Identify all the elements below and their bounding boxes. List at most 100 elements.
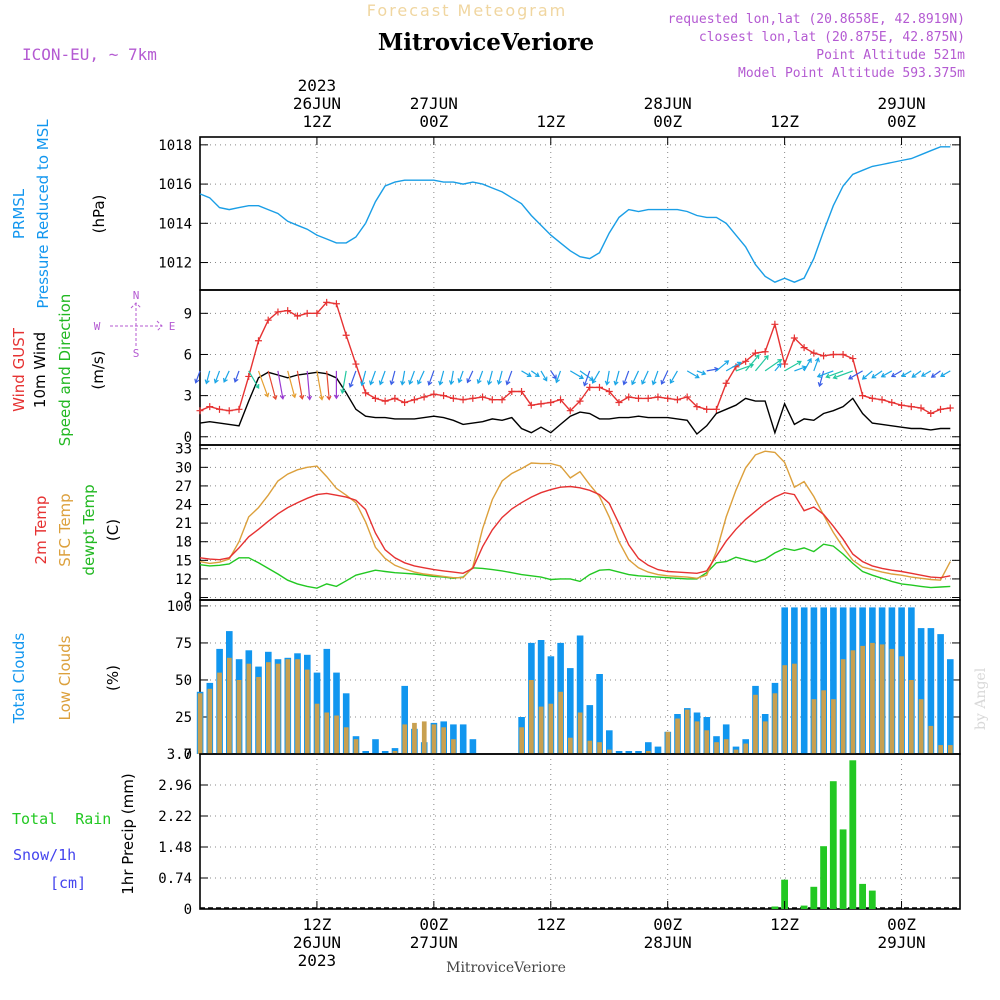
- rain-bar: [868, 890, 876, 909]
- panel-frame: [199, 753, 961, 910]
- total-cloud-bar: [586, 705, 594, 754]
- low-cloud-bar: [412, 722, 417, 754]
- wind-arrow: [920, 370, 932, 377]
- wind-arrow: [696, 370, 707, 376]
- gust-point: [225, 407, 233, 415]
- gust-point: [927, 409, 935, 417]
- temperature-ylabel-3: dewpt Temp: [80, 484, 98, 575]
- low-cloud-bar: [860, 645, 865, 754]
- time-label-bottom: 27JUN: [410, 933, 458, 952]
- total-cloud-bar: [625, 751, 633, 754]
- gust-point: [206, 403, 214, 411]
- ytick-label: 3.7: [167, 747, 192, 763]
- wind-arrow: [427, 370, 435, 386]
- wind-ylabel-2: 10m Wind: [31, 332, 49, 408]
- gust-point: [342, 331, 350, 339]
- gust-point: [537, 400, 545, 408]
- gust-point: [712, 405, 720, 413]
- compass-s: S: [133, 347, 140, 360]
- low-cloud-bar: [324, 712, 330, 754]
- gust-point: [917, 404, 925, 412]
- gust-point: [868, 394, 876, 402]
- time-label-top: 2023: [298, 76, 337, 95]
- time-label-bottom: 26JUN: [293, 933, 341, 952]
- wind-arrow: [438, 370, 445, 386]
- gust-point: [391, 394, 399, 402]
- wind-arrow: [340, 370, 347, 395]
- gust-point: [381, 397, 389, 405]
- ytick-label: 25: [175, 710, 192, 726]
- wind-arrow: [880, 370, 893, 378]
- ytick-label: 1016: [158, 177, 192, 193]
- dewpoint-line: [199, 543, 951, 589]
- wind-ylabel-3: Speed and Direction: [56, 294, 74, 447]
- wind-arrow: [466, 370, 474, 384]
- low-cloud-bar: [421, 721, 427, 754]
- rain-bar: [810, 886, 818, 909]
- low-cloud-bar: [665, 731, 671, 754]
- wind-ylabel-1: Wind GUST: [10, 327, 28, 412]
- low-cloud-bar: [879, 644, 885, 754]
- time-label-bottom: 00Z: [653, 915, 682, 934]
- low-cloud-bar: [684, 709, 690, 754]
- wind-arrow: [369, 370, 376, 386]
- low-cloud-bar: [538, 706, 544, 754]
- precip-ylabel: Total Rain Snow/1h [cm] 1hr Precip (mm): [12, 773, 137, 894]
- footer-location: MitroviceVeriore: [446, 960, 566, 976]
- wind-panel: 0 3 6 9: [184, 289, 961, 446]
- gust-point: [576, 397, 584, 405]
- wind-arrow: [591, 370, 601, 384]
- wind-arrow: [267, 370, 278, 401]
- low-cloud-bar: [840, 659, 846, 754]
- gust-point: [274, 308, 282, 316]
- low-cloud-bar: [587, 740, 593, 754]
- pressure-ylabel: PRMSL Pressure Reduced to MSL (hPa): [10, 119, 108, 309]
- wind-arrow: [194, 370, 201, 384]
- super-title: Forecast Meteogram: [367, 1, 567, 20]
- wind-arrow: [389, 370, 396, 386]
- low-cloud-bar: [256, 677, 261, 754]
- wind-arrow: [306, 370, 313, 401]
- total-cloud-bar: [596, 674, 603, 754]
- low-cloud-bar: [568, 737, 573, 754]
- low-cloud-bar: [850, 650, 856, 754]
- rain-bar: [771, 906, 779, 909]
- wind-arrow: [257, 370, 270, 398]
- wind-arrow: [631, 370, 640, 386]
- total-cloud-bar: [381, 751, 389, 754]
- wind-arrow: [754, 354, 769, 372]
- gust-point: [849, 355, 857, 363]
- gust-point: [829, 350, 837, 358]
- total-cloud-bar: [401, 685, 408, 754]
- low-cloud-bar: [772, 693, 778, 754]
- total-cloud-bar: [459, 724, 467, 754]
- wind-arrow: [223, 370, 230, 383]
- wind-arrow: [871, 370, 883, 379]
- low-cloud-bar: [577, 712, 583, 754]
- total-cloud-bar: [576, 635, 584, 754]
- gust-point: [352, 360, 360, 368]
- wind-arrow: [848, 370, 863, 380]
- clouds-panel: 0 25 50 75 100: [167, 599, 961, 763]
- low-cloud-bar: [753, 694, 758, 754]
- wind-arrow: [550, 370, 557, 380]
- wind-arrow: [416, 370, 425, 385]
- gust-point: [371, 394, 379, 402]
- low-cloud-bar: [402, 724, 408, 754]
- precip-ylabel-cm: [cm]: [50, 874, 86, 892]
- gust-point: [888, 398, 896, 406]
- rain-bar: [839, 829, 847, 909]
- low-cloud-bar: [529, 680, 534, 754]
- gust-point: [527, 401, 535, 409]
- ytick-label: 1.48: [158, 840, 192, 856]
- gust-point: [245, 372, 253, 380]
- time-label-bottom: 12Z: [536, 915, 565, 934]
- low-cloud-bar: [831, 699, 836, 754]
- gust-point: [907, 403, 915, 411]
- wind-arrow: [316, 370, 325, 401]
- wind-arrow: [911, 370, 922, 378]
- time-label-top: 12Z: [302, 112, 331, 131]
- wind-arrow: [817, 370, 825, 388]
- rain-bar: [781, 879, 788, 909]
- gust-point: [781, 360, 789, 368]
